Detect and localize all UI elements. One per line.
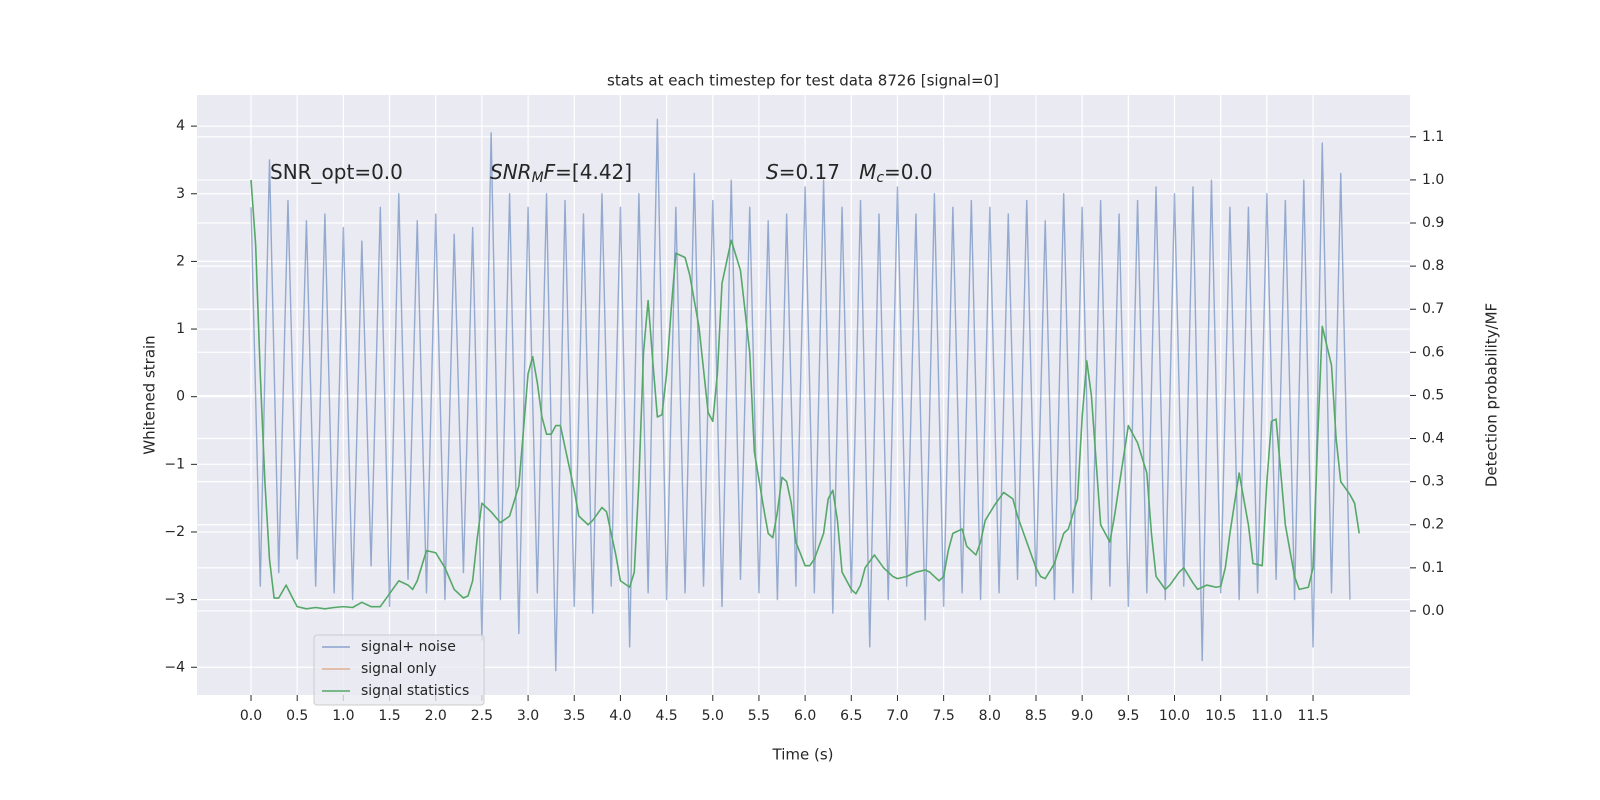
y2-tick-label: 0.0 [1422, 603, 1444, 619]
chart-title: stats at each timestep for test data 872… [607, 72, 999, 90]
y2-tick-label: 0.7 [1422, 301, 1444, 317]
legend-label: signal+ noise [361, 639, 456, 655]
x-tick-label: 3.5 [563, 708, 585, 724]
data-line [250, 179, 1361, 610]
x-tick-label: 5.0 [702, 708, 724, 724]
annotation-part: M [532, 170, 544, 186]
y-tick-label: −4 [164, 659, 185, 675]
x-tick-label: 10.5 [1205, 708, 1236, 724]
annotation: SNRMF=[4.42] [490, 160, 632, 187]
annotation: S=0.17 Mc=0.0 [766, 160, 933, 187]
annotation: SNR_opt=0.0 [270, 160, 403, 184]
x-tick-label: 3.0 [517, 708, 539, 724]
x-axis-label: Time (s) [772, 746, 834, 764]
annotation-part: =[4.42] [555, 160, 632, 184]
annotation-part: =0.0 [884, 160, 933, 184]
x-tick-label: 10.0 [1159, 708, 1190, 724]
y-tick-label: −1 [164, 456, 185, 472]
legend-label: signal statistics [361, 683, 469, 699]
x-tick-label: 4.0 [609, 708, 631, 724]
y-tick-label: 1 [176, 321, 185, 337]
y2-tick-label: 1.1 [1422, 129, 1444, 145]
y-tick-label: 4 [176, 118, 185, 134]
x-tick-label: 2.0 [425, 708, 447, 724]
y-tick-label: 0 [176, 389, 185, 405]
legend-label: signal only [361, 661, 436, 677]
annotation-part: S [766, 160, 779, 184]
y2-tick-label: 0.2 [1422, 517, 1444, 533]
y-tick-label: 3 [176, 186, 185, 202]
y2-tick-label: 0.8 [1422, 258, 1444, 274]
x-tick-label: 9.0 [1071, 708, 1093, 724]
y-tick-label: −3 [164, 592, 185, 608]
x-tick-label: 2.5 [471, 708, 493, 724]
annotation-part: =0.17 [779, 160, 859, 184]
x-tick-label: 11.0 [1251, 708, 1282, 724]
annotation-part: F [544, 160, 556, 184]
x-tick-label: 11.5 [1297, 708, 1328, 724]
x-tick-label: 8.0 [979, 708, 1001, 724]
annotation-part: SNR_opt=0.0 [270, 160, 403, 184]
x-tick-label: 4.5 [655, 708, 677, 724]
x-tick-label: 6.5 [840, 708, 862, 724]
x-tick-label: 0.0 [240, 708, 262, 724]
y2-tick-label: 1.0 [1422, 172, 1444, 188]
legend-box [313, 634, 485, 706]
x-tick-label: 1.5 [378, 708, 400, 724]
y-tick-label: −2 [164, 524, 185, 540]
y2-tick-label: 0.6 [1422, 344, 1444, 360]
y2-tick-label: 0.5 [1422, 387, 1444, 403]
x-tick-label: 9.5 [1117, 708, 1139, 724]
x-tick-label: 7.5 [933, 708, 955, 724]
x-tick-label: 5.5 [748, 708, 770, 724]
x-tick-label: 6.0 [794, 708, 816, 724]
y2-tick-label: 0.4 [1422, 431, 1444, 447]
y2-tick-label: 0.9 [1422, 215, 1444, 231]
y2-tick-label: 0.3 [1422, 474, 1444, 490]
x-tick-label: 1.0 [332, 708, 354, 724]
x-tick-label: 7.0 [886, 708, 908, 724]
x-tick-label: 8.5 [1025, 708, 1047, 724]
annotation-part: M [859, 160, 876, 184]
x-tick-label: 0.5 [286, 708, 308, 724]
y-tick-label: 2 [176, 253, 185, 269]
y2-tick-label: 0.1 [1422, 560, 1444, 576]
annotation-part: SNR [490, 160, 532, 184]
data-line [250, 118, 1351, 672]
annotation-part: c [876, 170, 884, 186]
y-axis-label: Whitened strain [141, 335, 159, 454]
y2-axis-label: Detection probability/MF [1483, 303, 1501, 487]
